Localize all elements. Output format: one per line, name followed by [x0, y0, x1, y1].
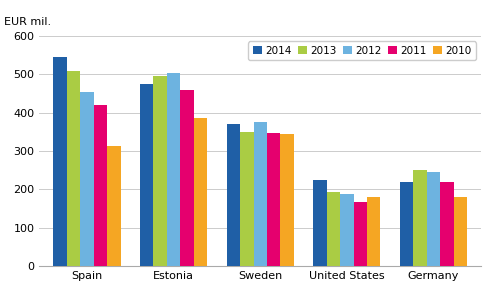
Bar: [340, 194, 354, 266]
Bar: [94, 105, 107, 266]
Bar: [267, 133, 280, 266]
Bar: [427, 172, 440, 266]
Bar: [227, 124, 240, 266]
Bar: [253, 122, 267, 266]
Legend: 2014, 2013, 2012, 2011, 2010: 2014, 2013, 2012, 2011, 2010: [248, 41, 476, 60]
Bar: [280, 134, 294, 266]
Bar: [354, 202, 367, 266]
Bar: [240, 132, 253, 266]
Bar: [194, 118, 207, 266]
Bar: [440, 182, 454, 266]
Bar: [167, 73, 180, 266]
Bar: [54, 56, 67, 266]
Bar: [454, 197, 467, 266]
Text: EUR mil.: EUR mil.: [4, 17, 51, 27]
Bar: [67, 71, 80, 266]
Bar: [153, 76, 167, 266]
Bar: [313, 180, 327, 266]
Bar: [367, 197, 381, 266]
Bar: [327, 192, 340, 266]
Bar: [413, 170, 427, 266]
Bar: [80, 92, 94, 266]
Bar: [140, 84, 153, 266]
Bar: [107, 146, 120, 266]
Bar: [180, 90, 194, 266]
Bar: [400, 182, 413, 266]
